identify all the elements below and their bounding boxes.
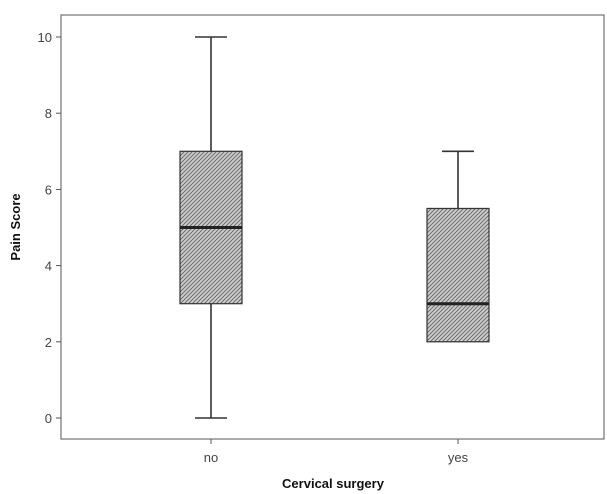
x-axis: no yes — [204, 439, 469, 465]
y-tick-label: 4 — [45, 259, 52, 274]
y-tick-label: 2 — [45, 335, 52, 350]
boxes-layer — [179, 36, 490, 419]
x-tick-label: yes — [448, 450, 469, 465]
box-no — [179, 36, 243, 419]
y-tick-label: 6 — [45, 182, 52, 197]
y-axis: 0 2 4 6 8 10 — [38, 30, 61, 426]
plot-frame — [60, 14, 605, 440]
y-tick-label: 0 — [45, 411, 52, 426]
box-iqr — [426, 207, 490, 343]
y-tick-label: 8 — [45, 106, 52, 121]
box-yes — [426, 150, 490, 343]
x-tick-label: no — [204, 450, 218, 465]
x-axis-title: Cervical surgery — [282, 476, 385, 491]
y-tick-label: 10 — [38, 30, 52, 45]
y-axis-title: Pain Score — [8, 193, 23, 260]
